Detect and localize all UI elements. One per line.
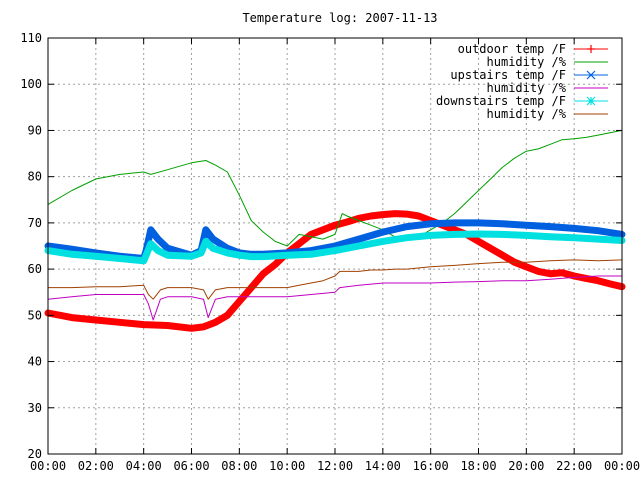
x-tick-label: 04:00 [126,459,162,473]
series-line-1 [44,210,626,332]
y-tick-label: 110 [20,31,42,45]
legend-label-4: humidity /% [487,81,567,95]
legend-label-5: downstairs temp /F [436,94,566,108]
legend-marker-cross [586,70,596,80]
y-tick-label: 70 [28,216,42,230]
y-tick-label: 50 [28,308,42,322]
legend-label-1: outdoor temp /F [458,42,566,56]
x-tick-label: 06:00 [173,459,209,473]
x-tick-label: 16:00 [413,459,449,473]
x-tick-label: 00:00 [604,459,640,473]
y-tick-label: 60 [28,262,42,276]
legend-marker-star [586,96,596,106]
y-tick-label: 40 [28,355,42,369]
y-tick-label: 30 [28,401,42,415]
legend-label-6: humidity /% [487,107,567,121]
y-tick-label: 100 [20,77,42,91]
legend-marker-plus [587,45,595,53]
x-tick-label: 20:00 [508,459,544,473]
legend-label-3: upstairs temp /F [450,68,566,82]
series-line-5 [44,230,626,265]
series-line-2 [47,129,623,247]
y-tick-label: 20 [28,447,42,461]
x-tick-label: 02:00 [78,459,114,473]
series-lines [44,129,626,332]
legend-label-2: humidity /% [487,55,567,69]
series-line-4 [47,275,623,321]
x-tick-label: 22:00 [556,459,592,473]
x-tick-label: 10:00 [269,459,305,473]
chart-title: Temperature log: 2007-11-13 [242,11,437,25]
x-tick-label: 12:00 [317,459,353,473]
x-tick-label: 08:00 [221,459,257,473]
series-line-6 [47,259,623,300]
y-tick-label: 80 [28,170,42,184]
x-tick-label: 00:00 [30,459,66,473]
x-tick-label: 14:00 [365,459,401,473]
y-tick-label: 90 [28,123,42,137]
axis-ticks: 20 30 40 50 60 70 80 90 100 110 00:00 02:00 04:00 06:… [20,31,640,473]
x-tick-label: 18:00 [460,459,496,473]
